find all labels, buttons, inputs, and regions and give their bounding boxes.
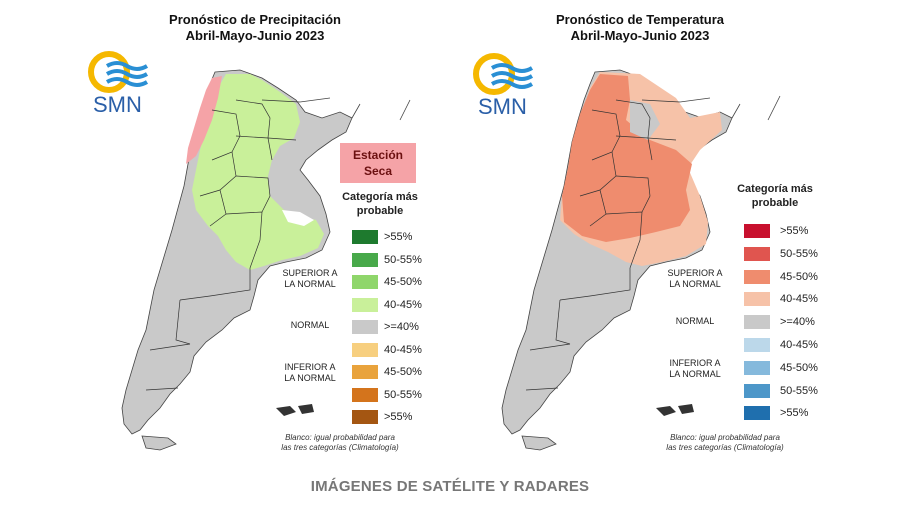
- climatology-note: Blanco: igual probabilidad para las tres…: [640, 433, 810, 453]
- group-superior: SUPERIOR A LA NORMAL: [655, 268, 735, 290]
- smn-logo-text: SMN: [93, 92, 142, 117]
- note-line2: las tres categorías (Climatología): [281, 443, 399, 452]
- climatology-note: Blanco: igual probabilidad para las tres…: [255, 433, 425, 453]
- legend-title-line2: probable: [751, 197, 799, 209]
- smn-logo-mark: [473, 53, 534, 95]
- tierra-del-fuego: [141, 435, 177, 451]
- group-superior-line2: LA NORMAL: [284, 279, 336, 289]
- smn-logo: SMN: [85, 48, 155, 128]
- legend-title-line2: probable: [356, 205, 404, 217]
- badge-line1: Estación: [352, 148, 403, 162]
- legend-label: 45-50%: [384, 276, 422, 288]
- legend-label: 40-45%: [384, 343, 422, 356]
- legend-label: 40-45%: [780, 339, 818, 351]
- legend-label: 45-50%: [780, 361, 818, 374]
- legend-swatch: [352, 320, 378, 334]
- group-normal: NORMAL: [675, 316, 715, 326]
- temperature-title: Pronóstico de Temperatura Abril-Mayo-Jun…: [490, 12, 790, 44]
- legend-swatch: [352, 275, 378, 289]
- legend-swatch: [744, 406, 770, 421]
- temperature-title-line2: Abril-Mayo-Junio 2023: [570, 28, 710, 43]
- group-inferior-line2: LA NORMAL: [669, 369, 721, 379]
- smn-logo-text: SMN: [478, 94, 527, 119]
- legend-label: 50-55%: [384, 253, 422, 266]
- legend-label: >55%: [780, 407, 809, 420]
- group-inferior-line1: INFERIOR A: [669, 358, 721, 368]
- legend-swatch: [352, 297, 378, 312]
- group-superior-line2: LA NORMAL: [669, 279, 721, 289]
- legend-swatch: [352, 410, 378, 424]
- climatology-spot: [282, 210, 314, 226]
- badge-line2: Seca: [363, 164, 393, 178]
- legend-swatch: [744, 338, 770, 352]
- legend-label: >55%: [384, 411, 413, 423]
- tierra-del-fuego: [521, 435, 557, 451]
- precipitation-title-line1: Pronóstico de Precipitación: [169, 12, 341, 27]
- temperature-title-line1: Pronóstico de Temperatura: [555, 12, 725, 27]
- legend-label: 40-45%: [780, 293, 818, 306]
- legend-label: 45-50%: [384, 366, 422, 378]
- precipitation-title: Pronóstico de Precipitación Abril-Mayo-J…: [105, 12, 405, 44]
- note-line1: Blanco: igual probabilidad para: [670, 433, 780, 442]
- legend-swatch: [352, 365, 378, 379]
- legend-title-line1: Categoría más: [737, 183, 813, 195]
- legend-label: >=40%: [384, 321, 419, 333]
- group-inferior-line1: INFERIOR A: [284, 362, 336, 372]
- precipitation-title-line2: Abril-Mayo-Junio 2023: [185, 28, 325, 43]
- legend-swatch: [744, 292, 770, 307]
- legend-swatch: [352, 387, 378, 402]
- legend-swatch: [744, 315, 770, 330]
- legend-swatch: [744, 269, 770, 284]
- legend-label: >55%: [780, 225, 809, 237]
- temperature-map: [501, 69, 781, 451]
- group-inferior: INFERIOR A LA NORMAL: [655, 358, 735, 380]
- legend-label: >55%: [384, 231, 413, 243]
- group-superior: SUPERIOR A LA NORMAL: [270, 268, 350, 290]
- legend-label: 50-55%: [780, 247, 818, 260]
- group-superior-line1: SUPERIOR A: [667, 268, 723, 278]
- satellite-radar-heading[interactable]: IMÁGENES DE SATÉLITE Y RADARES: [310, 478, 590, 495]
- note-line1: Blanco: igual probabilidad para: [285, 433, 395, 442]
- precipitation-map: [121, 69, 411, 451]
- legend-swatch: [744, 224, 770, 238]
- malvinas-islands: [656, 404, 694, 416]
- group-superior-line1: SUPERIOR A: [282, 268, 338, 278]
- neighbor-coast: [299, 97, 411, 121]
- legend-title-line1: Categoría más: [342, 191, 418, 203]
- smn-logo-mark: [88, 51, 149, 93]
- group-inferior: INFERIOR A LA NORMAL: [270, 362, 350, 384]
- malvinas-islands: [276, 404, 314, 416]
- legend-title: Categoría más probable: [325, 190, 435, 218]
- precipitation-panel: Pronóstico de Precipitación Abril-Mayo-J…: [0, 0, 450, 470]
- dry-season-region: [186, 76, 222, 164]
- temperature-panel: Pronóstico de Temperatura Abril-Mayo-Jun…: [450, 0, 900, 470]
- legend-label: 40-45%: [384, 298, 422, 311]
- above-normal-region: [562, 74, 692, 242]
- normal-gap-north: [630, 100, 660, 140]
- legend-swatch: [744, 383, 770, 398]
- legend-label: 50-55%: [780, 384, 818, 397]
- group-inferior-line2: LA NORMAL: [284, 373, 336, 383]
- legend-title: Categoría más probable: [720, 182, 830, 210]
- province-borders: [525, 99, 681, 391]
- legend-swatch: [744, 246, 770, 261]
- legend-label: 45-50%: [780, 270, 818, 283]
- dry-season-badge: Estación Seca: [340, 143, 416, 183]
- neighbor-coast: [679, 95, 781, 121]
- legend-label: 50-55%: [384, 388, 422, 401]
- group-normal: NORMAL: [290, 320, 330, 330]
- province-borders: [145, 99, 301, 391]
- legend-swatch: [352, 230, 378, 244]
- smn-logo: SMN: [470, 50, 540, 130]
- legend-swatch: [352, 342, 378, 357]
- legend-label: >=40%: [780, 316, 815, 329]
- note-line2: las tres categorías (Climatología): [666, 443, 784, 452]
- legend-swatch: [352, 252, 378, 267]
- legend-swatch: [744, 360, 770, 375]
